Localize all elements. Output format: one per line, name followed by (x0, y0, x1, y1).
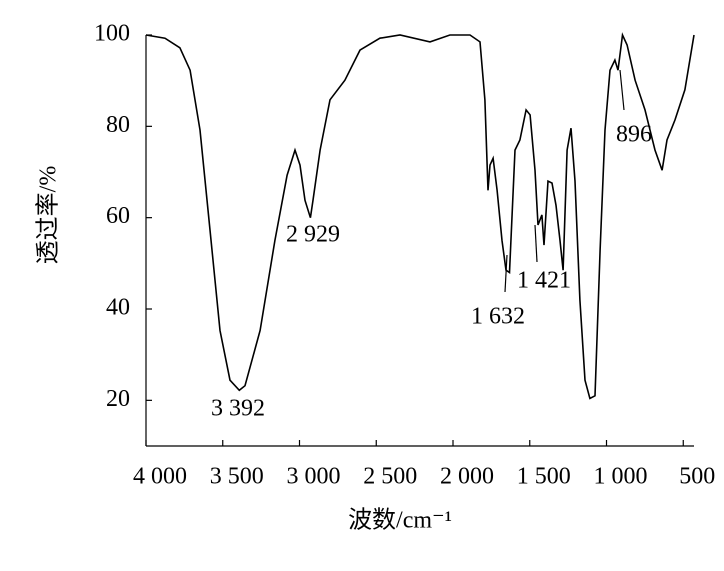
x-tick-label: 1 500 (517, 464, 571, 490)
spectrum-line (145, 32, 695, 400)
y-tick-label: 80 (106, 112, 130, 138)
peak-label: 1 421 (517, 268, 571, 294)
y-tick-label: 20 (106, 386, 130, 412)
peak-label: 896 (616, 122, 652, 148)
x-tick-label: 2 500 (363, 464, 417, 490)
leader-line (504, 254, 508, 293)
peak-label: 3 392 (211, 396, 265, 422)
y-tick-label: 100 (94, 21, 130, 47)
peak-label: 2 929 (286, 222, 340, 248)
x-tick-label: 3 000 (287, 464, 341, 490)
leader-line (619, 69, 625, 111)
x-tick-label: 2 000 (440, 464, 494, 490)
leader-line (534, 224, 538, 263)
x-axis-label: 波数/cm⁻¹ (348, 507, 452, 534)
y-tick-label: 40 (106, 295, 130, 321)
x-tick-label: 1 000 (594, 464, 648, 490)
x-tick-label: 500 (679, 464, 715, 490)
x-tick-label: 4 000 (133, 464, 187, 490)
y-tick-label: 60 (106, 203, 130, 229)
peak-label: 1 632 (471, 304, 525, 330)
y-axis-label: 透过率/% (35, 166, 62, 265)
x-tick-label: 3 500 (210, 464, 264, 490)
